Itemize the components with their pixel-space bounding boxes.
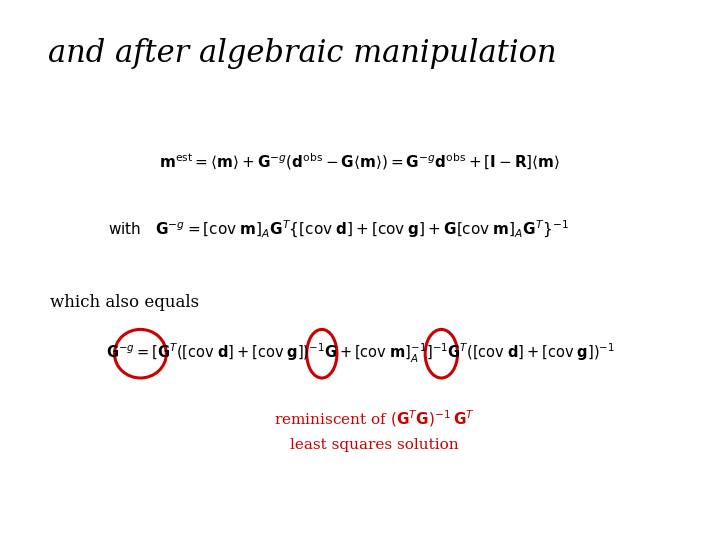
Text: $\mathrm{with}\quad \mathbf{G}^{-g} = [\mathrm{cov}\; \mathbf{m}]_A \mathbf{G}^T: $\mathrm{with}\quad \mathbf{G}^{-g} = [\… — [108, 219, 569, 240]
Text: reminiscent of $(\mathbf{G}^T\mathbf{G})^{-1}\,\mathbf{G}^T$: reminiscent of $(\mathbf{G}^T\mathbf{G})… — [274, 408, 475, 429]
Text: least squares solution: least squares solution — [290, 438, 459, 453]
Text: $\mathbf{G}^{-g} = [\mathbf{G}^T([\mathrm{cov}\; \mathbf{d}] + [\mathrm{cov}\; \: $\mathbf{G}^{-g} = [\mathbf{G}^T([\mathr… — [106, 342, 614, 365]
Text: which also equals: which also equals — [50, 294, 199, 311]
Text: $\mathbf{m}^{\mathrm{est}} = \langle \mathbf{m} \rangle + \mathbf{G}^{-g}(\mathb: $\mathbf{m}^{\mathrm{est}} = \langle \ma… — [159, 152, 561, 172]
Text: and after algebraic manipulation: and after algebraic manipulation — [48, 38, 557, 69]
